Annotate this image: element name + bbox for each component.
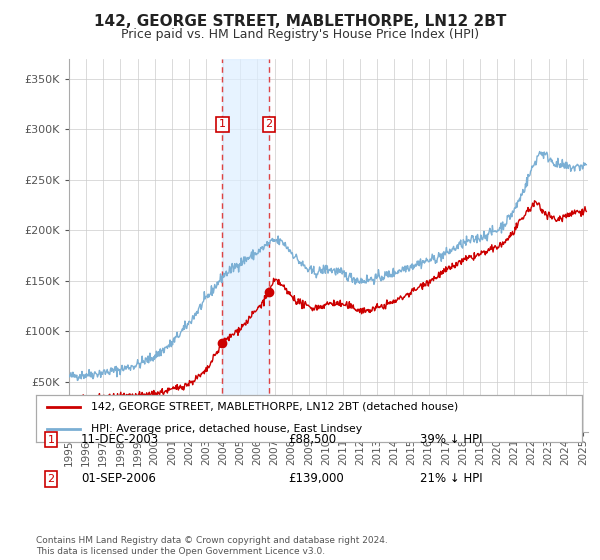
Text: 1: 1 <box>47 435 55 445</box>
Text: 1: 1 <box>219 119 226 129</box>
Bar <box>223 59 269 432</box>
Text: 142, GEORGE STREET, MABLETHORPE, LN12 2BT: 142, GEORGE STREET, MABLETHORPE, LN12 2B… <box>94 14 506 29</box>
Text: 21% ↓ HPI: 21% ↓ HPI <box>420 472 482 486</box>
Text: 39% ↓ HPI: 39% ↓ HPI <box>420 433 482 446</box>
Text: £88,500: £88,500 <box>288 433 336 446</box>
Text: HPI: Average price, detached house, East Lindsey: HPI: Average price, detached house, East… <box>91 424 362 434</box>
Text: Contains HM Land Registry data © Crown copyright and database right 2024.
This d: Contains HM Land Registry data © Crown c… <box>36 536 388 556</box>
Text: £139,000: £139,000 <box>288 472 344 486</box>
Text: 01-SEP-2006: 01-SEP-2006 <box>81 472 156 486</box>
Text: Price paid vs. HM Land Registry's House Price Index (HPI): Price paid vs. HM Land Registry's House … <box>121 28 479 41</box>
Text: 11-DEC-2003: 11-DEC-2003 <box>81 433 159 446</box>
Text: 142, GEORGE STREET, MABLETHORPE, LN12 2BT (detached house): 142, GEORGE STREET, MABLETHORPE, LN12 2B… <box>91 402 458 412</box>
Text: 2: 2 <box>265 119 272 129</box>
Text: 2: 2 <box>47 474 55 484</box>
